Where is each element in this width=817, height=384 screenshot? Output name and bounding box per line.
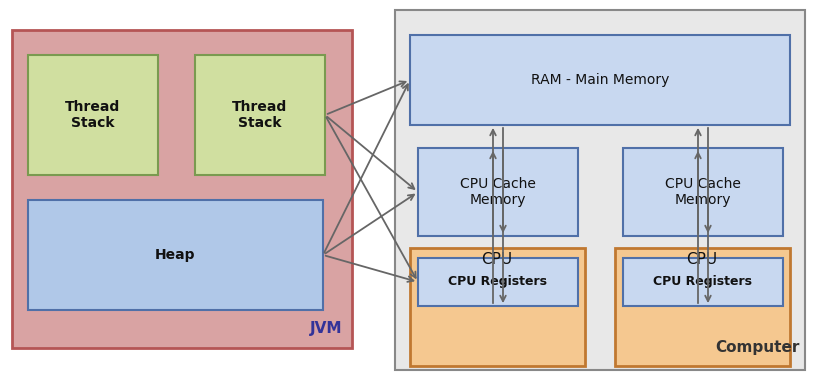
Bar — [395, 10, 805, 370]
Text: CPU Cache
Memory: CPU Cache Memory — [460, 177, 536, 207]
Text: CPU Cache
Memory: CPU Cache Memory — [665, 177, 741, 207]
Text: CPU Registers: CPU Registers — [449, 275, 547, 288]
Bar — [28, 55, 158, 175]
Bar — [195, 55, 325, 175]
Bar — [418, 148, 578, 236]
Text: Thread
Stack: Thread Stack — [232, 100, 288, 130]
Text: CPU Registers: CPU Registers — [654, 275, 752, 288]
Text: CPU: CPU — [481, 252, 512, 267]
Bar — [623, 258, 783, 306]
Bar — [410, 35, 790, 125]
Bar — [418, 258, 578, 306]
Bar — [28, 200, 323, 310]
Text: Heap: Heap — [155, 248, 196, 262]
Bar — [623, 148, 783, 236]
Bar — [410, 248, 585, 366]
Text: CPU: CPU — [686, 252, 717, 267]
Bar — [615, 248, 790, 366]
Bar — [12, 30, 352, 348]
Text: RAM - Main Memory: RAM - Main Memory — [531, 73, 669, 87]
Text: Computer: Computer — [716, 340, 800, 355]
Text: JVM: JVM — [310, 321, 342, 336]
Text: Thread
Stack: Thread Stack — [65, 100, 121, 130]
